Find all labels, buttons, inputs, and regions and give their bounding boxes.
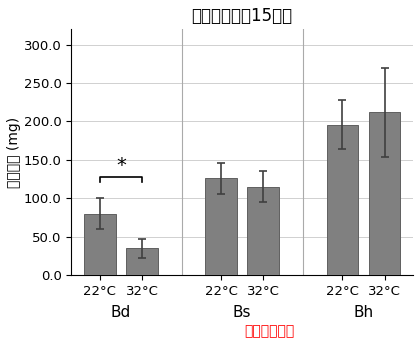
Y-axis label: 新鮮重量 (mg): 新鮮重量 (mg) xyxy=(7,117,21,188)
Text: 高温耕性あり: 高温耕性あり xyxy=(244,324,295,338)
Bar xyxy=(84,214,116,275)
Text: *: * xyxy=(116,156,126,175)
Text: Bh: Bh xyxy=(353,305,373,320)
Title: 高温ストレス15日目: 高温ストレス15日目 xyxy=(192,7,293,25)
Text: Bs: Bs xyxy=(233,305,252,320)
Bar xyxy=(247,187,279,275)
Bar xyxy=(327,125,358,275)
Bar xyxy=(126,248,158,275)
Text: Bd: Bd xyxy=(111,305,131,320)
Bar xyxy=(369,112,400,275)
Bar xyxy=(205,179,237,275)
